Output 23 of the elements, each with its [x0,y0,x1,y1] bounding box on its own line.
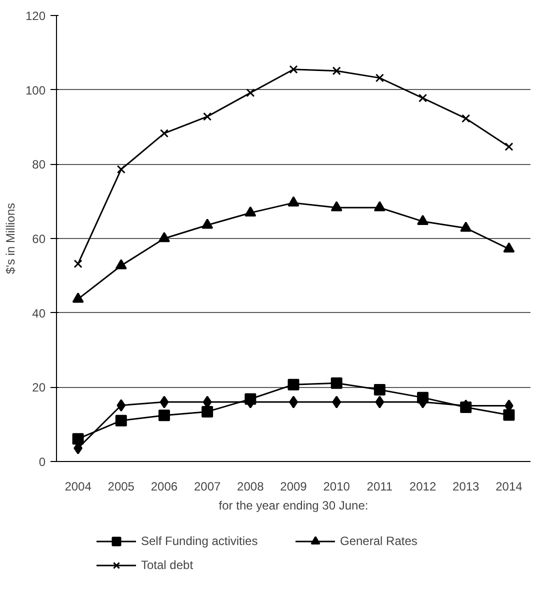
y-axis-title: $'s in Millions [3,203,18,274]
y-tick-label: 100 [25,83,46,98]
y-tick-label: 120 [25,9,46,23]
y-tick-label: 0 [38,455,46,469]
x-tick-label: 2010 [323,480,350,494]
x-tick-label: 2005 [108,480,135,494]
x-axis-title: for the year ending 30 June: [218,498,368,512]
x-tick-label: 2012 [409,480,436,494]
x-tick-label: 2004 [64,480,92,494]
legend-label: Total debt [141,558,194,572]
y-tick-label: 80 [32,158,46,172]
x-tick-label: 2011 [366,480,393,494]
x-tick-label: 2014 [496,480,523,494]
y-tick-label: 20 [32,380,46,395]
y-tick-label: 60 [32,232,46,246]
y-tick-label: 40 [32,306,46,320]
x-tick-label: 2007 [194,480,221,494]
x-tick-label: 2009 [280,480,308,494]
legend-label: General Rates [340,534,418,548]
x-tick-label: 2008 [237,480,264,494]
legend-label: Self Funding activities [141,534,259,548]
x-tick-label: 2013 [452,480,480,494]
x-tick-label: 2006 [150,480,178,494]
